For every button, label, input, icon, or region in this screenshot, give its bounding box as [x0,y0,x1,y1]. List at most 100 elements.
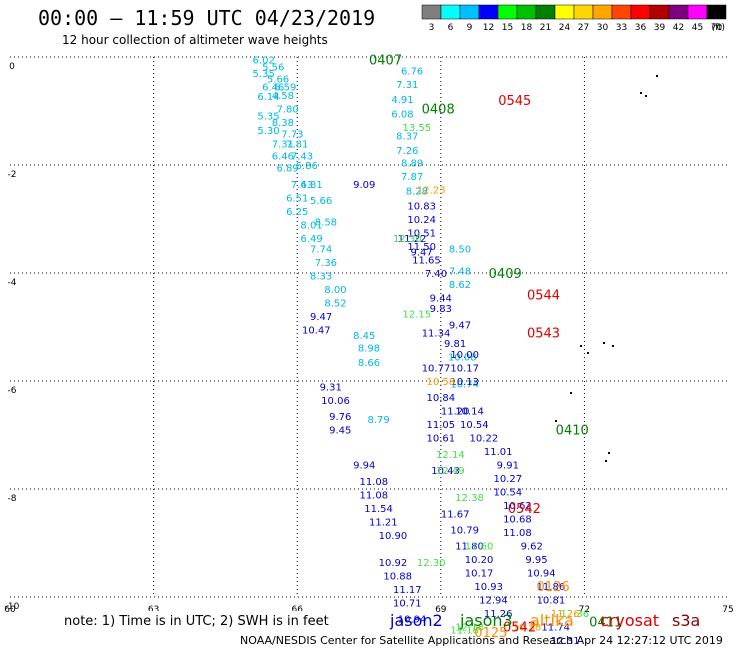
wave-height-value: 10.27 [493,474,522,485]
colorbar-swatch [421,4,442,20]
wave-height-value: 6.49 [300,234,322,245]
legend-altika: altika [530,611,574,630]
wave-height-value: 11.34 [422,328,451,339]
wave-height-value: 10.61 [426,434,455,445]
colorbar-unit: (ft) [711,23,725,33]
island-mark [645,95,647,97]
colorbar-label: 30 [597,23,609,33]
legend-jason2: jason2 [389,611,443,630]
pass-time-label: 0545 [498,94,531,109]
wave-height-value: 6.86 [296,161,318,172]
wave-height-value: 10.94 [527,569,556,580]
colorbar-label: 15 [502,23,513,33]
colorbar-swatch [687,4,708,20]
chart-title: 00:00 – 11:59 UTC 04/23/2019 [38,6,376,30]
wave-height-value: 11.01 [484,447,513,458]
wave-height-value: 10.88 [383,571,412,582]
colorbar-swatch [706,4,727,20]
wave-height-value: 10.93 [474,582,503,593]
wave-height-value: 5.35 [253,69,275,80]
x-tick-label: 72 [579,605,590,615]
island-mark [580,345,582,347]
wave-height-value: 11.65 [412,256,441,267]
y-tick-label: -10 [5,602,20,612]
wave-height-value: 8.89 [401,158,423,169]
wave-height-value: 9.76 [329,412,351,423]
x-tick-label: 69 [435,605,447,615]
wave-height-value: 10.43 [431,466,460,477]
wave-height-value: 11.08 [359,477,388,488]
chart-subtitle: 12 hour collection of altimeter wave hei… [62,33,328,47]
wave-height-value: 9.44 [430,293,452,304]
wave-height-value: 11.50 [407,242,436,253]
wave-height-value: 10.17 [465,569,494,580]
wave-height-value: 11.18 [450,625,479,636]
wave-height-value: 10.20 [465,555,494,566]
colorbar-swatch [630,4,651,20]
island-mark [587,352,589,354]
x-tick-label: 60 [4,605,16,615]
island-mark [605,460,607,462]
wave-height-value: 10.54 [493,488,522,499]
wave-height-value: 10.58 [426,377,455,388]
wave-height-value: 11.08 [503,528,532,539]
island-mark [555,420,557,422]
wave-height-value: 11.86 [537,582,566,593]
wave-height-value: 10.51 [407,229,436,240]
wave-height-value: 8.52 [324,299,346,310]
wave-height-value: 5.35 [257,111,279,122]
wave-height-value: 10.58 [513,623,542,634]
wave-height-value: 5.66 [310,196,332,207]
wave-height-value: 11.26 [551,609,580,620]
wave-height-value: 10.77 [422,364,451,375]
wave-height-value: 10.81 [537,596,566,607]
wave-height-value: 9.95 [525,555,547,566]
wave-height-value: 12.94 [479,596,508,607]
wave-height-value: 7.31 [272,139,294,150]
legend-jason3: jason3 [459,611,513,630]
wave-height-value: 10.62 [503,501,532,512]
colorbar-swatch [592,4,613,20]
wave-height-value: 6.76 [401,67,423,78]
wave-height-value: 7.48 [449,266,471,277]
wave-height-value: 10.06 [321,396,350,407]
wave-height-value: 8.66 [358,358,380,369]
wave-height-value: 6.02 [253,56,275,67]
wave-height-value: 8.62 [449,280,471,291]
colorbar-swatch [516,4,537,20]
wave-height-value: 10.68 [503,515,532,526]
wave-height-value: 7.43 [291,151,313,162]
time-labels: 0407 0408 0545 0409 0544 0543 0410 0542 0126 0542… [369,54,622,641]
x-tick-label: 63 [148,605,159,615]
colorbar-label: 45 [692,23,703,33]
colorbar-label: 33 [616,23,627,33]
pass-time-label: 0410 [556,424,589,439]
colorbar-swatch [649,4,670,20]
wave-height-value: 11.74 [541,623,570,634]
colorbar-label: 18 [521,23,533,33]
credits-footer: NOAA/NESDIS Center for Satellite Applica… [240,634,723,647]
wave-height-value: 9.81 [444,339,466,350]
wave-height-value: 10.84 [426,393,455,404]
colorbar-label: 12 [483,23,494,33]
island-mark [656,75,658,77]
wave-height-value: 8.79 [367,415,389,426]
wave-height-value: 9.45 [329,426,351,437]
wave-height-value: 12.49 [436,466,465,477]
wave-height-value: 6.51 [286,193,308,204]
wave-height-value: 7.80 [276,104,298,115]
wave-height-value: 6.81 [300,180,322,191]
wave-height-value: 10.08 [448,353,477,364]
wave-height-value: 9.91 [497,461,519,472]
colorbar-label: 42 [673,23,684,33]
wave-height-value: 10.17 [450,364,479,375]
x-tick-label: 66 [291,605,303,615]
wave-height-value: 13.55 [403,123,432,134]
pass-time-label: 0542 [503,621,536,636]
wave-height-value: 11.05 [426,420,455,431]
wave-height-value: 8.01 [300,220,322,231]
wave-height-value: 12.36 [561,609,590,620]
pass-time-label: 0126 [537,580,570,595]
wave-height-value: 8.37 [396,131,418,142]
pass-time-label: 0408 [422,102,455,117]
